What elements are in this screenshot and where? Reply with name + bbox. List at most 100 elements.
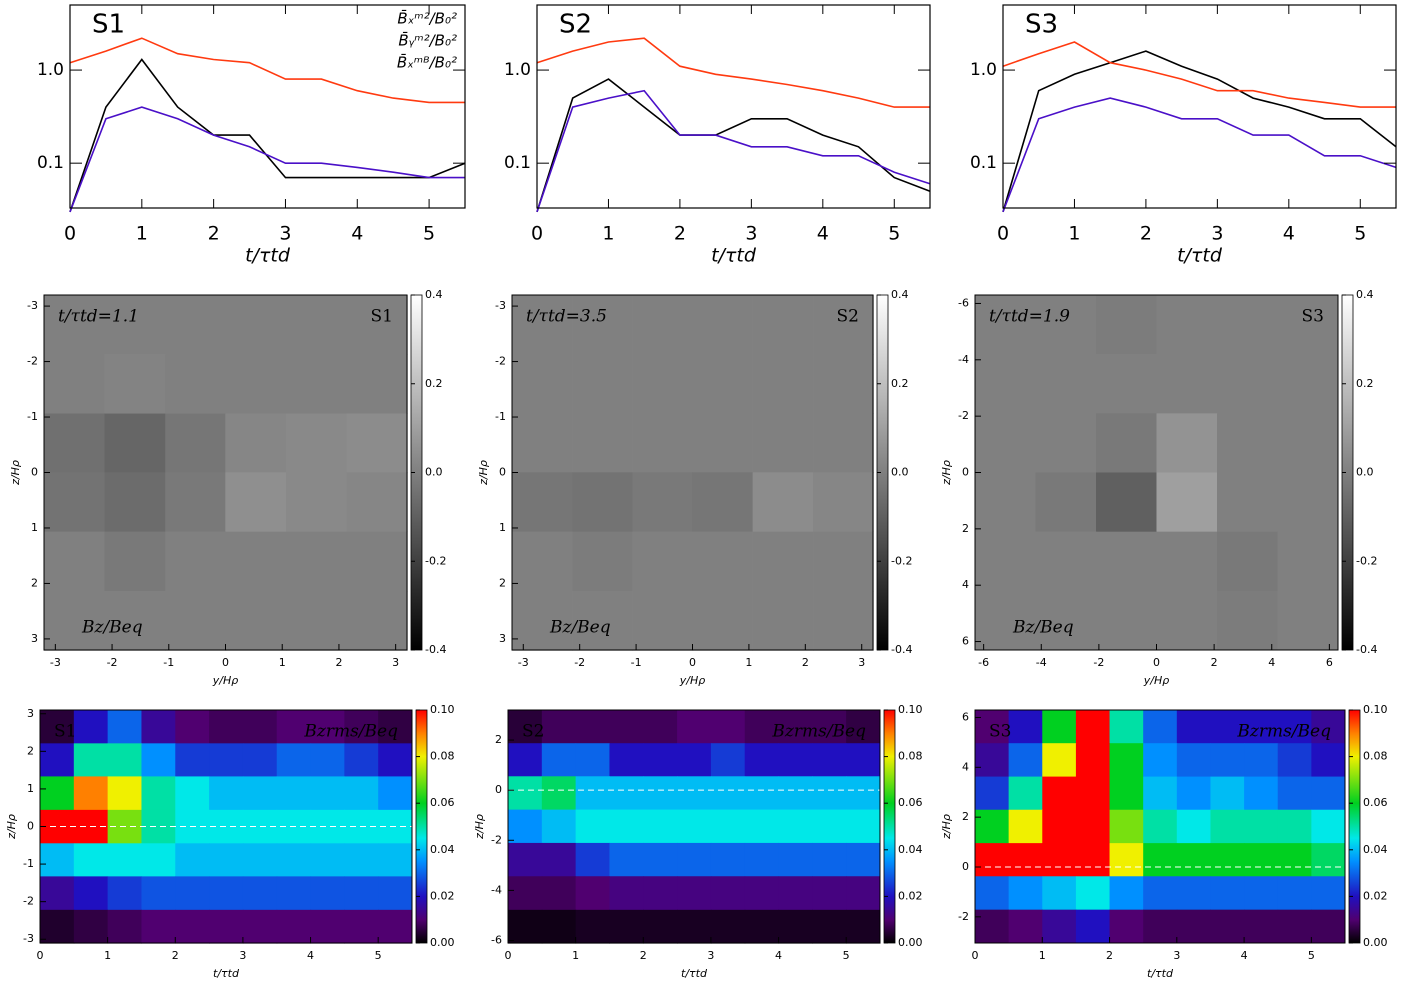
heatmap-cell (846, 776, 881, 811)
heatmap-cell (692, 354, 753, 414)
y-tick-label: -4 (958, 353, 969, 366)
heatmap-cell (744, 842, 780, 877)
y-tick-label: -3 (27, 299, 38, 312)
heatmap-cell (1035, 295, 1097, 355)
heatmap-cell (1109, 710, 1144, 744)
heatmap-cell (104, 472, 166, 532)
heatmap-cell (1075, 809, 1111, 844)
x-tick-label: 0 (1153, 656, 1160, 669)
heatmap-cell (175, 876, 210, 911)
colorbar-tick-label: 0.10 (898, 703, 923, 716)
heatmap-cell (1109, 809, 1144, 844)
x-axis-label: t/τtd (711, 245, 757, 267)
y-tick-label: -6 (958, 296, 969, 309)
heatmap-cell (107, 743, 142, 778)
x-tick-label: -1 (163, 656, 174, 669)
y-axis-label: z/Hρ (5, 814, 18, 840)
heatmap-cell (632, 413, 694, 474)
plot-frame (536, 4, 931, 209)
x-tick-label: 0 (531, 223, 543, 245)
heatmap-cell (1075, 743, 1111, 777)
heatmap-cell (541, 876, 577, 911)
heatmap-cell (276, 909, 312, 944)
y-tick-label: 6 (962, 710, 969, 723)
heatmap-cell (378, 776, 413, 811)
colorbar-tick-label: 0.02 (430, 889, 455, 902)
heatmap-cell (846, 876, 881, 911)
heatmap-cell (813, 413, 874, 474)
heatmap-cell (242, 843, 278, 878)
heatmap-cell (1075, 776, 1111, 811)
plot-frame (1002, 4, 1397, 209)
heatmap-cell (609, 842, 644, 877)
x-tick-label: 5 (1354, 223, 1366, 245)
heatmap-cell (710, 743, 746, 777)
heatmap-cell (508, 842, 543, 877)
heatmap-cell (1042, 876, 1077, 911)
x-tick-label: 4 (775, 949, 782, 962)
heatmap-cell (609, 809, 644, 844)
heatmap-cell (40, 743, 75, 778)
data-line (1002, 97, 1397, 213)
heatmap-cell (310, 843, 345, 878)
heatmap-cell (572, 413, 633, 474)
colorbar-tick-label: 0.04 (430, 843, 455, 856)
colorbar-tick-label: 0.06 (1363, 796, 1388, 809)
heatmap-cell (40, 843, 75, 878)
colorbar-tick-label: -0.4 (1356, 643, 1377, 656)
heatmap-cell (1244, 843, 1279, 877)
heatmap-cell (378, 909, 413, 944)
x-axis-label: t/τtd (1147, 967, 1174, 980)
heatmap-cell (242, 876, 278, 911)
heatmap-cell (677, 842, 712, 877)
heatmap-cell (1109, 909, 1144, 944)
colorbar-tick-label: -0.4 (891, 643, 912, 656)
heatmap-cell (276, 776, 312, 811)
heatmap-cell (1277, 776, 1312, 811)
heatmap-cell (1277, 809, 1312, 844)
heatmap-cell (43, 354, 105, 414)
colorbar-tick-label: 0.04 (898, 843, 923, 856)
heatmap-cell (104, 591, 166, 651)
y-tick-label: 2 (499, 576, 506, 589)
x-tick-label: 0 (689, 656, 696, 669)
y-tick-label: 2 (495, 733, 502, 746)
plot-frame (69, 4, 466, 209)
x-axis-label: t/τtd (213, 967, 240, 980)
heatmap-cell (165, 294, 227, 355)
heatmap-cell (710, 709, 746, 744)
heatmap-cell (511, 472, 573, 532)
heatmap-cell (575, 776, 610, 811)
heatmap-cell (511, 354, 573, 414)
heatmap-cell (846, 709, 881, 744)
heatmap-cell (1244, 809, 1279, 844)
y-tick-label: 1 (27, 782, 34, 795)
heatmap-cell (812, 876, 847, 911)
x-tick-label: 3 (239, 949, 246, 962)
heatmap-cell (1008, 710, 1043, 744)
x-tick-label: 1 (745, 656, 752, 669)
heatmap-cell (975, 354, 1036, 414)
heatmap-cell (107, 909, 142, 944)
heatmap-cell (1176, 876, 1211, 911)
x-tick-label: 1 (602, 223, 614, 245)
x-tick-label: 3 (1173, 949, 1180, 962)
heatmap-cell (1210, 710, 1245, 744)
heatmap-cell (1277, 590, 1339, 651)
panel-label: S1 (54, 722, 76, 742)
heatmap-cell (813, 294, 874, 355)
heatmap-cell (1042, 743, 1077, 777)
plot-frame (974, 709, 1346, 944)
colorbar-tick-label: 0.02 (898, 889, 923, 902)
heatmap-cell (609, 709, 644, 744)
heatmap-cell (1035, 531, 1097, 592)
y-tick-label: 1.0 (37, 60, 64, 80)
heatmap-cell (1075, 843, 1111, 877)
heatmap-cell (975, 876, 1010, 911)
heatmap-cell (1244, 776, 1279, 811)
heatmap-cell (1311, 743, 1346, 777)
panel-label: S3 (1302, 307, 1324, 327)
heatmap-cell (310, 709, 345, 744)
heatmap-cell (752, 591, 814, 651)
heatmap-cell (846, 909, 881, 944)
